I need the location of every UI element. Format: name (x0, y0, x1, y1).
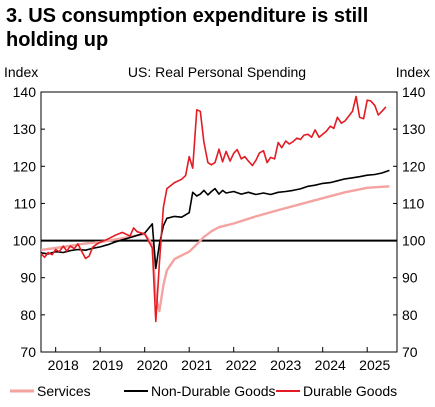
x-tick-label: 2019 (92, 357, 123, 373)
legend-label-durable-goods: Durable Goods (303, 383, 397, 399)
y-tick-label-left: 90 (20, 270, 36, 286)
x-tick-label: 2023 (270, 357, 301, 373)
y-tick-label-left: 100 (13, 233, 37, 249)
series-line-durable-goods (40, 95, 387, 323)
x-tick-label: 2020 (137, 357, 168, 373)
y-tick-label-left: 130 (13, 121, 37, 137)
y-tick-label-left: 110 (14, 195, 37, 211)
y-tick-label-right: 110 (402, 195, 425, 211)
y-tick-label-left: 80 (20, 307, 36, 323)
y-tick-label-left: 140 (13, 84, 37, 100)
plot-frame (40, 91, 398, 353)
x-tick-label: 2024 (315, 357, 346, 373)
plot-area: 70 70 80 80 90 90 100 100 110 110 120 120 130 130 140 1… (13, 84, 426, 373)
legend-label-services: Services (37, 383, 91, 399)
y-tick-label-right: 140 (402, 84, 426, 100)
y-tick-label-right: 90 (402, 270, 418, 286)
legend-label-non-durable-goods: Non-Durable Goods (151, 383, 276, 399)
y-tick-label-left: 70 (20, 344, 36, 360)
series-line-non-durable-goods (40, 169, 390, 270)
x-tick-label: 2022 (226, 357, 257, 373)
chart-title: US: Real Personal Spending (128, 64, 306, 80)
y-tick-label-right: 130 (402, 121, 426, 137)
y-tick-label-right: 70 (402, 344, 418, 360)
x-tick-label: 2025 (359, 357, 390, 373)
legend: Services Non-Durable Goods Durable Goods (10, 383, 397, 399)
y-tick-label-right: 120 (402, 158, 426, 174)
y-axis-label-right: Index (396, 64, 430, 80)
x-tick-label: 2021 (181, 357, 212, 373)
y-axis-label-left: Index (4, 64, 38, 80)
series-line-services (40, 185, 390, 313)
chart-heading: 3. US consumption expenditure is still h… (6, 5, 369, 51)
y-tick-label-left: 120 (13, 158, 37, 174)
y-tick-label-right: 80 (402, 307, 418, 323)
y-tick-label-right: 100 (402, 233, 426, 249)
x-tick-label: 2018 (48, 357, 79, 373)
